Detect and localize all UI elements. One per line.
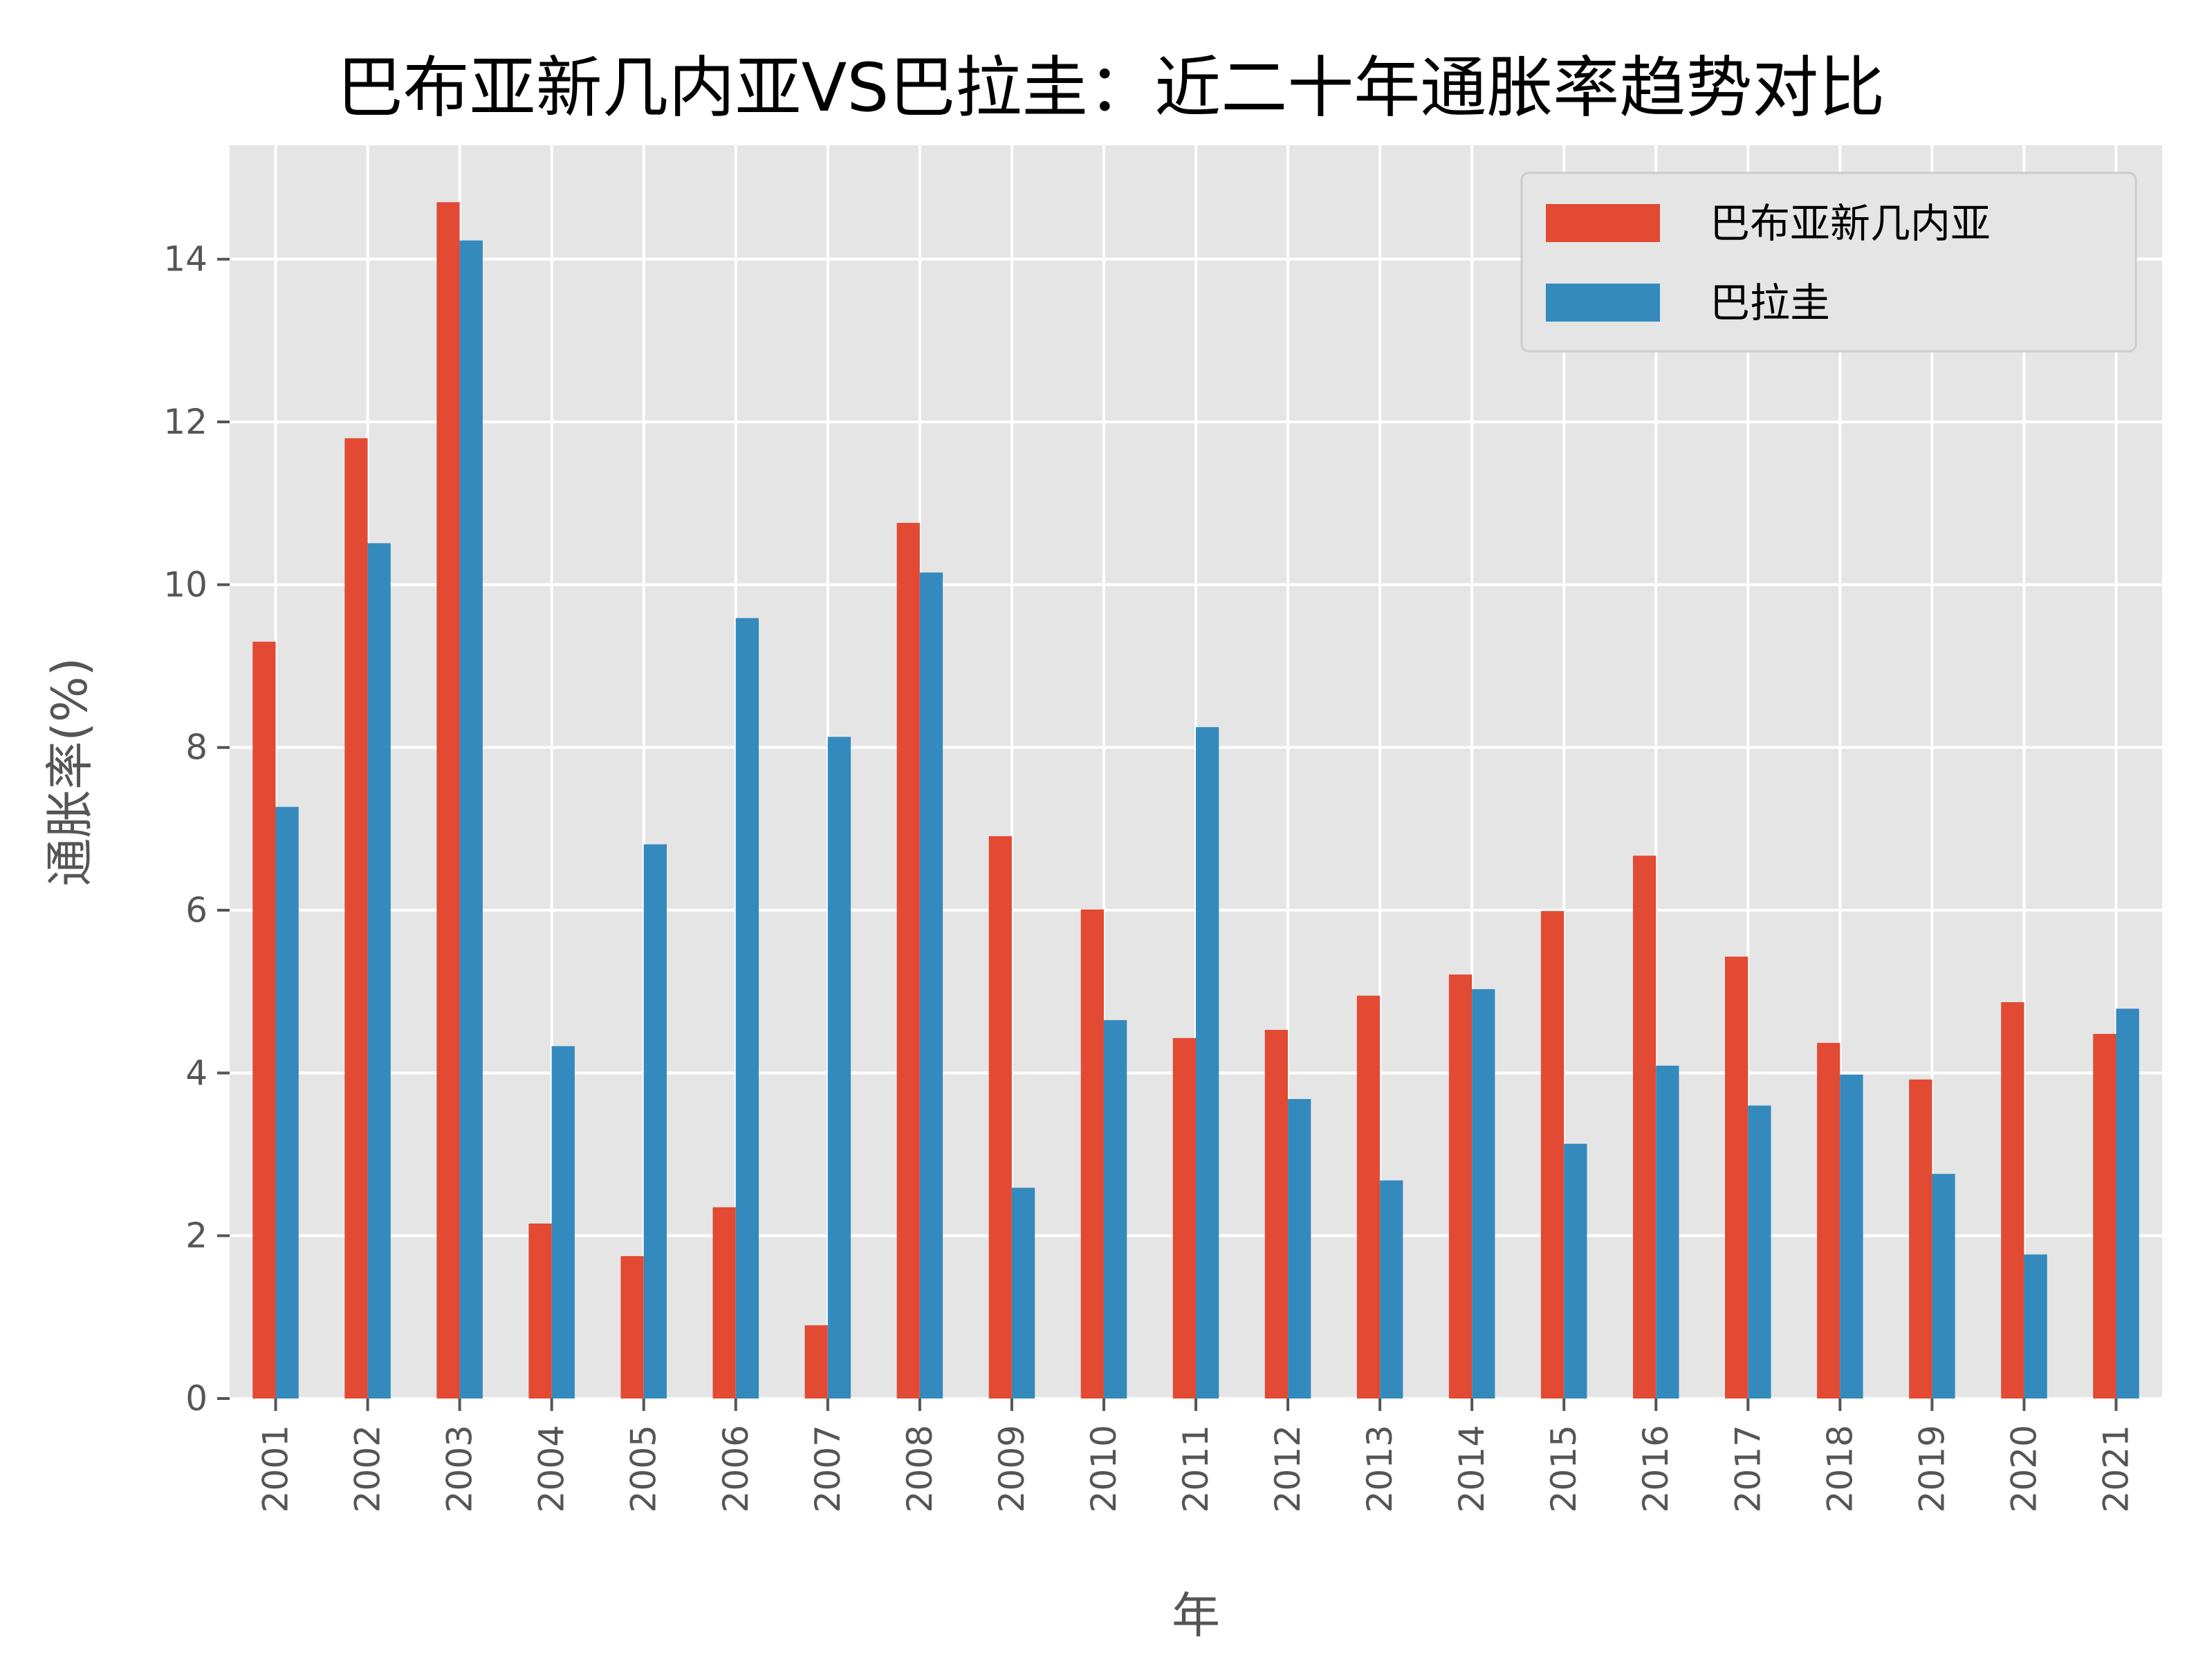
bar-series-1 xyxy=(2024,1254,2047,1399)
bar-series-0 xyxy=(2093,1033,2116,1399)
x-tick-label: 2012 xyxy=(1268,1425,1308,1513)
bar-series-0 xyxy=(528,1224,552,1399)
bar-series-0 xyxy=(1448,974,1473,1399)
y-tick-label: 6 xyxy=(185,890,207,930)
legend-swatch-series-1 xyxy=(1546,284,1660,322)
bar-series-0 xyxy=(1356,995,1381,1399)
x-tick-label: 2007 xyxy=(808,1425,848,1513)
bar-series-0 xyxy=(436,202,460,1399)
y-axis: 0 2 4 6 8 10 12 14 xyxy=(163,239,230,1419)
bar-series-0 xyxy=(252,641,276,1399)
x-tick-label: 2016 xyxy=(1636,1425,1676,1513)
bar-series-0 xyxy=(1080,909,1104,1399)
bar-series-1 xyxy=(1656,1065,1679,1399)
bar-series-0 xyxy=(1540,911,1565,1399)
bar-series-1 xyxy=(1196,727,1219,1399)
bar-series-0 xyxy=(1817,1042,1840,1399)
bar-series-1 xyxy=(919,572,943,1399)
x-tick-label: 2004 xyxy=(532,1425,572,1513)
x-tick-label: 2017 xyxy=(1728,1425,1768,1513)
bar-series-1 xyxy=(1288,1099,1311,1399)
bar-series-0 xyxy=(988,836,1012,1399)
x-axis: 2001 2002 2003 2004 2005 2006 2007 2008 2009 2010… xyxy=(256,1399,2136,1513)
x-tick-label: 2008 xyxy=(900,1425,940,1513)
x-tick-label: 2021 xyxy=(2096,1425,2136,1513)
bar-series-1 xyxy=(1748,1105,1771,1399)
bar-series-0 xyxy=(804,1325,828,1399)
x-axis-label: 年 xyxy=(1172,1587,1220,1644)
bar-series-0 xyxy=(620,1256,644,1399)
bar-series-1 xyxy=(827,737,851,1399)
bar-series-1 xyxy=(551,1046,575,1399)
x-tick-label: 2003 xyxy=(440,1425,480,1513)
legend-label-series-1: 巴拉圭 xyxy=(1710,279,1830,326)
y-tick-label: 10 xyxy=(163,564,207,604)
bar-series-1 xyxy=(1472,989,1495,1399)
bar-series-1 xyxy=(1103,1019,1127,1399)
bar-series-1 xyxy=(1932,1174,1955,1399)
bar-series-0 xyxy=(1725,957,1749,1399)
legend: 巴布亚新几内亚 巴拉圭 xyxy=(1520,172,2137,353)
bar-series-0 xyxy=(2001,1001,2024,1399)
x-tick-label: 2015 xyxy=(1544,1425,1584,1513)
y-tick-label: 4 xyxy=(185,1053,207,1093)
x-tick-label: 2010 xyxy=(1084,1425,1124,1513)
x-tick-label: 2006 xyxy=(716,1425,756,1513)
x-tick-label: 2001 xyxy=(256,1425,296,1513)
bar-series-0 xyxy=(712,1207,736,1399)
x-tick-label: 2013 xyxy=(1360,1425,1400,1513)
bar-series-0 xyxy=(1632,856,1657,1399)
x-tick-label: 2009 xyxy=(992,1425,1032,1513)
y-tick-label: 14 xyxy=(163,239,207,279)
bar-series-1 xyxy=(459,240,483,1399)
bar-series-1 xyxy=(1564,1143,1587,1399)
y-tick-label: 0 xyxy=(185,1378,207,1419)
bar-series-0 xyxy=(1264,1029,1289,1399)
bar-series-1 xyxy=(643,844,667,1399)
bar-series-1 xyxy=(1380,1180,1403,1399)
legend-swatch-series-0 xyxy=(1546,204,1660,242)
bar-series-1 xyxy=(1011,1188,1035,1399)
y-axis-label: 通胀率(%) xyxy=(41,657,98,886)
x-tick-label: 2002 xyxy=(348,1425,388,1513)
y-tick-label: 8 xyxy=(185,728,207,768)
y-tick-label: 12 xyxy=(163,402,207,442)
x-tick-label: 2011 xyxy=(1176,1425,1216,1513)
bar-series-0 xyxy=(1172,1037,1196,1399)
x-tick-label: 2014 xyxy=(1452,1425,1492,1513)
chart-title: 巴布亚新几内亚VS巴拉圭：近二十年通胀率趋势对比 xyxy=(337,49,1885,127)
bar-series-0 xyxy=(1909,1079,1932,1399)
bar-series-1 xyxy=(1840,1074,1863,1399)
bar-series-1 xyxy=(275,806,299,1399)
legend-frame xyxy=(1520,172,2137,353)
x-tick-label: 2020 xyxy=(2004,1425,2044,1513)
bar-series-0 xyxy=(896,522,920,1399)
bar-series-1 xyxy=(735,618,759,1399)
x-tick-label: 2018 xyxy=(1820,1425,1860,1513)
legend-label-series-0: 巴布亚新几内亚 xyxy=(1710,200,1991,247)
y-tick-label: 2 xyxy=(185,1216,207,1256)
x-tick-label: 2019 xyxy=(1912,1425,1952,1513)
bar-series-1 xyxy=(367,543,391,1399)
bars xyxy=(252,202,2139,1399)
bar-series-0 xyxy=(344,438,368,1399)
x-tick-label: 2005 xyxy=(624,1425,664,1513)
bar-series-1 xyxy=(2116,1008,2139,1399)
